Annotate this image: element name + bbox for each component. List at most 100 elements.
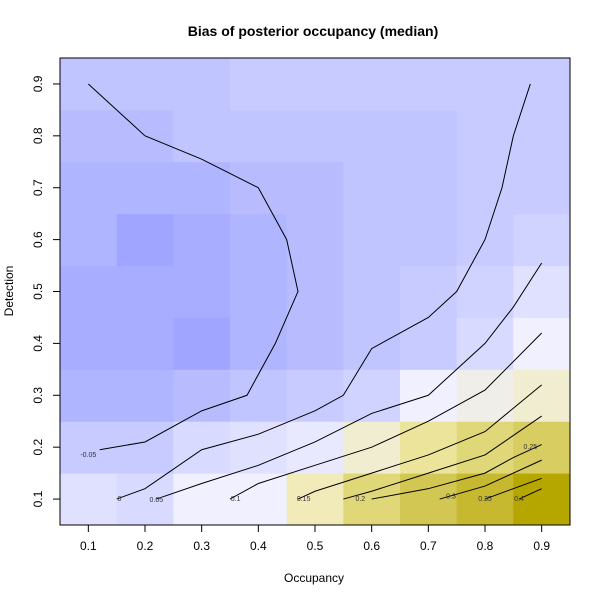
y-tick-label: 0.5	[31, 283, 45, 300]
x-tick-label: 0.3	[193, 539, 210, 553]
heatmap-cell	[116, 421, 174, 474]
heatmap-cell	[343, 58, 401, 111]
heatmap-cell	[513, 473, 571, 526]
contour-line	[439, 459, 542, 500]
heatmap-cells	[60, 58, 571, 526]
contour-line	[518, 488, 542, 500]
heatmap-cell	[116, 317, 174, 370]
heatmap-cell	[286, 369, 344, 422]
heatmap-cell	[173, 473, 231, 526]
heatmap-cell	[456, 369, 514, 422]
y-tick-label: 0.4	[31, 335, 45, 352]
heatmap-cell	[400, 317, 458, 370]
heatmap-cell	[400, 161, 458, 215]
heatmap-cell	[116, 161, 174, 215]
x-axis: 0.1 0.2 0.3 0.4 0.5 0.6 0.7 0.8 0.9	[80, 524, 550, 553]
y-tick-label: 0.1	[31, 490, 45, 507]
heatmap-cell	[400, 473, 458, 526]
heatmap-cell	[60, 317, 118, 370]
chart-title: Bias of posterior occupancy (median)	[188, 23, 439, 39]
heatmap-cell	[60, 109, 118, 163]
x-tick-label: 0.1	[80, 539, 97, 553]
heatmap-cell	[116, 58, 174, 111]
heatmap-cell	[513, 317, 571, 370]
heatmap-cell	[400, 421, 458, 474]
heatmap-cell	[116, 265, 174, 318]
contour-label: 0.4	[514, 496, 524, 503]
heatmap-cell	[60, 421, 118, 474]
y-tick-label: 0.6	[31, 231, 45, 248]
heatmap-cell	[60, 473, 118, 526]
contour-lines: -0.05 0 0.05 0.1 0.15 0.2 0.25 0.3 0.35 0.4	[80, 83, 543, 504]
heatmap-cell	[60, 161, 118, 215]
heatmap-cell	[343, 317, 401, 370]
heatmap-cell	[286, 161, 344, 215]
heatmap-cell	[343, 265, 401, 318]
heatmap-cell	[456, 161, 514, 215]
contour-label: 0.1	[231, 496, 241, 503]
y-tick-label: 0.7	[31, 179, 45, 196]
x-tick-label: 0.9	[533, 539, 550, 553]
heatmap-cell	[513, 161, 571, 215]
heatmap-cell	[230, 473, 288, 526]
heatmap-cell	[230, 317, 288, 370]
heatmap-cell	[173, 265, 231, 318]
heatmap-cell	[230, 213, 288, 267]
heatmap-cell	[230, 369, 288, 422]
contour-line	[87, 83, 299, 451]
heatmap-cell	[513, 265, 571, 318]
heatmap-cell	[230, 58, 288, 111]
heatmap-cell	[400, 109, 458, 163]
heatmap-cell	[116, 369, 174, 422]
contour-line	[116, 83, 531, 500]
contour-line	[156, 262, 543, 500]
heatmap-cell	[286, 213, 344, 267]
y-axis: 0.1 0.2 0.3 0.4 0.5 0.6 0.7 0.8 0.9	[31, 75, 61, 507]
heatmap-cell	[513, 213, 571, 267]
contour-label: 0.25	[524, 444, 538, 451]
contour-label: 0	[118, 496, 122, 503]
heatmap-cell	[60, 213, 118, 267]
heatmap-cell	[116, 213, 174, 267]
contour-line	[229, 332, 543, 500]
contour-label: -0.05	[80, 452, 96, 459]
heatmap-cell	[173, 317, 231, 370]
heatmap-cell	[286, 265, 344, 318]
contour-label: 0.05	[150, 497, 164, 504]
heatmap-cell	[173, 421, 231, 474]
heatmap-cell	[513, 421, 571, 474]
heatmap-cell	[230, 265, 288, 318]
contour-line	[484, 477, 542, 500]
contour-line	[343, 415, 542, 500]
heatmap-cell	[173, 213, 231, 267]
heatmap-cell	[343, 109, 401, 163]
contour-line	[297, 384, 542, 500]
heatmap-cell	[343, 161, 401, 215]
contour-label: 0.15	[297, 496, 311, 503]
y-axis-label: Detection	[2, 266, 16, 317]
heatmap-cell	[173, 109, 231, 163]
heatmap-cell	[60, 369, 118, 422]
heatmap-cell	[173, 369, 231, 422]
heatmap-cell	[513, 58, 571, 111]
x-tick-label: 0.8	[477, 539, 494, 553]
heatmap-cell	[116, 473, 174, 526]
heatmap-cell	[286, 317, 344, 370]
y-tick-label: 0.9	[31, 75, 45, 92]
heatmap-cell	[400, 265, 458, 318]
heatmap-cell	[173, 161, 231, 215]
heatmap-cell	[286, 109, 344, 163]
heatmap-cell	[286, 58, 344, 111]
heatmap-cell	[456, 421, 514, 474]
heatmap-cell	[230, 109, 288, 163]
contour-label: 0.2	[355, 496, 365, 503]
heatmap-cell	[513, 369, 571, 422]
heatmap-cell	[343, 213, 401, 267]
heatmap-cell	[456, 265, 514, 318]
x-axis-label: Occupancy	[284, 571, 344, 585]
contour-label: 0.3	[446, 493, 456, 500]
x-tick-label: 0.5	[307, 539, 324, 553]
y-tick-label: 0.8	[31, 127, 45, 144]
x-tick-label: 0.6	[363, 539, 380, 553]
